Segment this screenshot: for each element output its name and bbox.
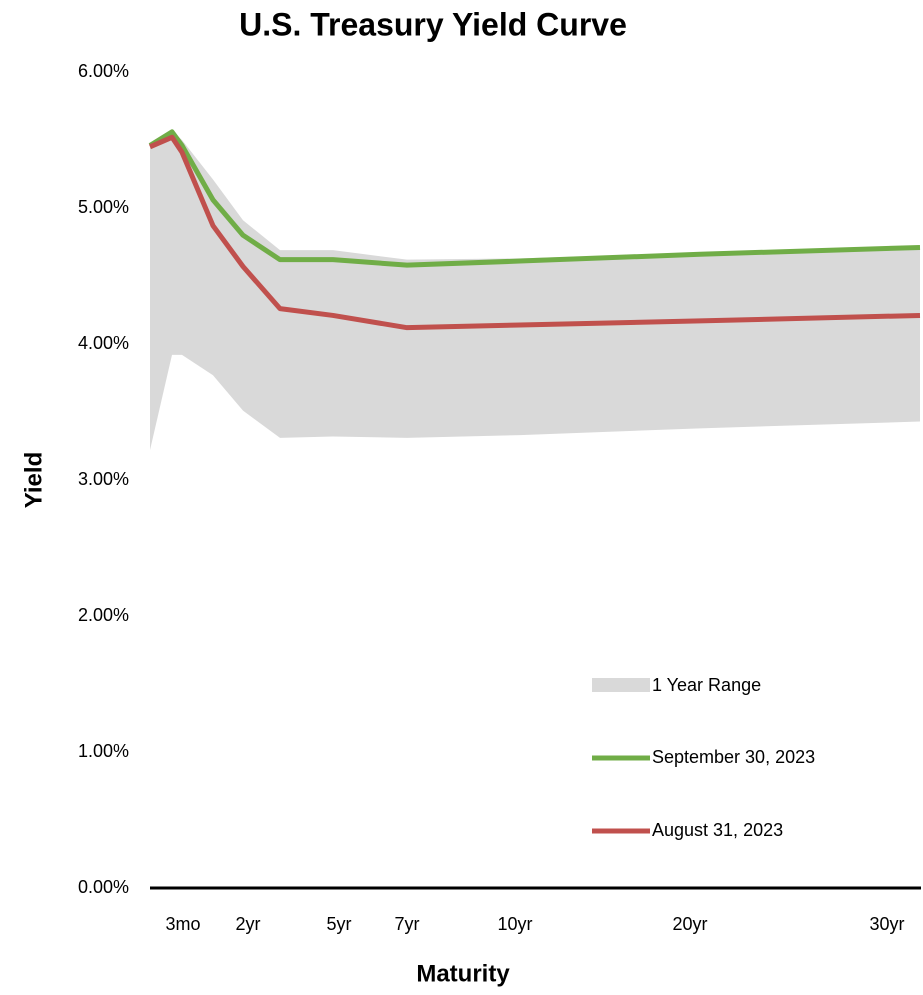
y-tick-label: 0.00% xyxy=(78,877,129,897)
range-band xyxy=(150,130,920,451)
series-line xyxy=(149,134,921,331)
y-tick-label: 5.00% xyxy=(78,197,129,217)
y-tick-label: 4.00% xyxy=(78,333,129,353)
x-axis-label: Maturity xyxy=(416,960,510,987)
x-tick-label: 3mo xyxy=(165,914,200,934)
y-tick-label: 1.00% xyxy=(78,741,129,761)
y-tick-label: 2.00% xyxy=(78,605,129,625)
legend-label: 1 Year Range xyxy=(652,675,761,695)
legend-swatch xyxy=(592,678,650,692)
y-tick-label: 3.00% xyxy=(78,469,129,489)
x-tick-label: 2yr xyxy=(235,914,260,934)
x-tick-label: 10yr xyxy=(497,914,532,934)
x-tick-label: 7yr xyxy=(394,914,419,934)
x-tick-label: 30yr xyxy=(869,914,904,934)
series-line xyxy=(148,129,921,268)
legend-label: September 30, 2023 xyxy=(652,747,815,767)
legend-label: August 31, 2023 xyxy=(652,820,783,840)
y-axis-label: Yield xyxy=(20,452,47,508)
chart-title: U.S. Treasury Yield Curve xyxy=(239,6,627,42)
y-tick-label: 6.00% xyxy=(78,61,129,81)
x-tick-label: 5yr xyxy=(326,914,351,934)
x-tick-label: 20yr xyxy=(672,914,707,934)
